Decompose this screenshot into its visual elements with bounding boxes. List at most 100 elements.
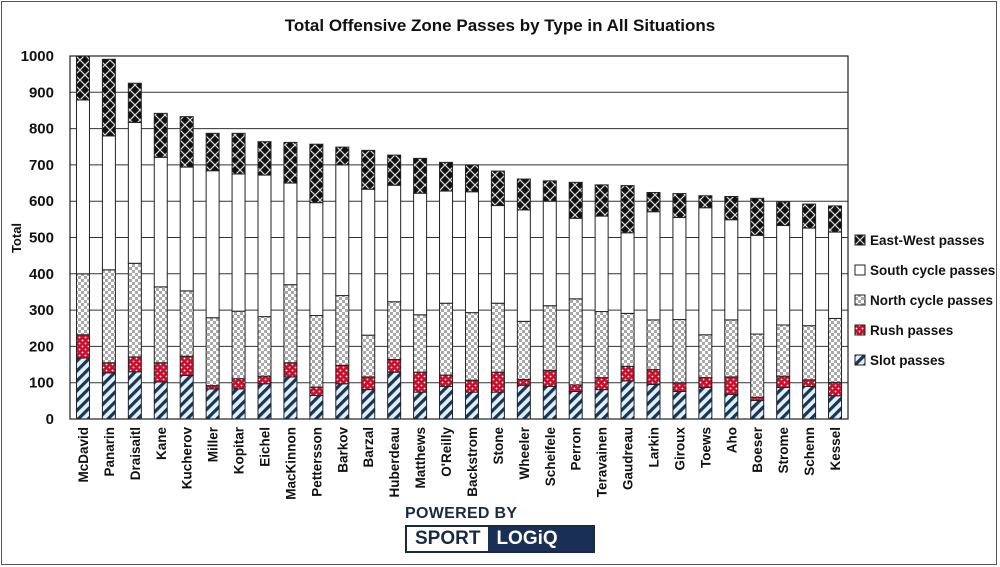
bar-segment-slot <box>75 357 90 420</box>
bar-segment-eastwest <box>490 170 505 207</box>
x-tick-label: Kessel <box>828 427 843 471</box>
x-tick-label: Panarin <box>102 427 117 477</box>
bar-segment-slot <box>516 384 531 420</box>
bar-segment-rush <box>439 374 454 387</box>
logo-sport: SPORT <box>407 527 489 551</box>
bar-stack <box>439 161 454 420</box>
bar-segment-eastwest <box>646 191 661 213</box>
x-tick-label: Barkov <box>335 427 350 473</box>
legend-label: North cycle passes <box>870 293 993 308</box>
bar-segment-rush <box>179 355 194 376</box>
bar-segment-eastwest <box>620 185 635 234</box>
x-tick-label: Strome <box>776 427 791 474</box>
bar-segment-rush <box>802 379 817 387</box>
bar-segment-south <box>335 164 350 297</box>
bar-stack <box>257 141 272 420</box>
bar-segment-north <box>594 311 609 379</box>
bar-segment-north <box>127 262 142 358</box>
x-axis-labels: McDavid Panarin Draisaitl Kane Kucherov Mille… <box>76 426 843 499</box>
x-tick-label: Stone <box>491 427 506 465</box>
bar-segment-slot <box>490 391 505 420</box>
bar-segment-slot <box>568 390 583 420</box>
bar-segment-south <box>698 207 713 336</box>
bar-segment-eastwest <box>361 149 376 190</box>
bar-segment-north <box>776 324 791 377</box>
bar-segment-slot <box>672 390 687 420</box>
bar-segment-eastwest <box>283 141 298 184</box>
bar-segment-south <box>127 121 142 264</box>
bar-stack <box>594 184 609 420</box>
bar-segment-south <box>516 209 531 322</box>
bar-segment-eastwest <box>153 112 168 158</box>
bar-segment-eastwest <box>231 132 246 175</box>
bar-segment-south <box>257 174 272 318</box>
bar-segment-north <box>802 325 817 381</box>
bar-segment-slot <box>750 399 765 420</box>
bar-segment-north <box>828 317 843 383</box>
bar-segment-slot <box>101 372 116 420</box>
legend-label: Slot passes <box>870 353 945 368</box>
y-axis-title: Total <box>9 223 24 253</box>
bar-segment-north <box>750 333 765 398</box>
bar-stack <box>127 82 142 420</box>
bar-segment-rush <box>594 377 609 391</box>
bar-segment-south <box>620 232 635 314</box>
bar-segment-slot <box>127 371 142 420</box>
bar-segment-slot <box>153 381 168 420</box>
x-tick-label: Draisaitl <box>128 427 143 480</box>
bar-segment-north <box>283 284 298 364</box>
bar-segment-slot <box>387 371 402 420</box>
x-tick-label: Boeser <box>750 426 765 473</box>
bar-segment-south <box>153 156 168 288</box>
bar-segment-eastwest <box>75 55 90 101</box>
bar-segment-rush <box>490 371 505 393</box>
bar-segment-rush <box>646 369 661 386</box>
bar-segment-south <box>490 205 505 304</box>
bar-segment-slot <box>283 376 298 420</box>
bar-segment-south <box>75 99 90 275</box>
bar-segment-south <box>231 173 246 312</box>
bar-stack <box>646 191 661 420</box>
bar-stack <box>335 146 350 420</box>
bar-segment-north <box>179 290 194 357</box>
bar-segment-north <box>335 295 350 366</box>
bar-segment-eastwest <box>724 195 739 221</box>
bar-stack <box>309 143 324 420</box>
bar-segment-rush <box>283 362 298 378</box>
bar-stack <box>828 205 843 420</box>
bar-segment-south <box>542 200 557 307</box>
bar-segment-slot <box>231 388 246 420</box>
x-tick-label: Barzal <box>361 427 376 468</box>
bar-segment-north <box>698 334 713 379</box>
bar-segment-rush <box>672 382 687 392</box>
x-tick-label: Eichel <box>258 427 273 467</box>
bar-stack <box>283 141 298 420</box>
bar-stack <box>101 58 116 420</box>
bar-segment-rush <box>257 375 272 385</box>
plot-frame <box>69 55 849 420</box>
bar-segment-north <box>231 310 246 380</box>
bar-stack <box>568 181 583 420</box>
bar-stack <box>75 55 90 420</box>
y-axis-ticks: 0 100 200 300 400 500 600 700 800 900 1000 <box>21 48 54 428</box>
bar-segment-slot <box>646 384 661 420</box>
bar-stack <box>205 132 220 420</box>
bar-stack <box>750 197 765 420</box>
legend: East-West passes South cycle passes North … <box>854 233 995 368</box>
sportlogiq-branding: POWERED BY SPORT LOGiQ <box>405 505 595 553</box>
legend-item: Rush passes <box>854 323 953 338</box>
x-tick-label: Backstrom <box>465 427 480 497</box>
bar-segment-south <box>283 182 298 286</box>
bar-segment-slot <box>594 389 609 420</box>
x-tick-label: Matthews <box>413 427 428 489</box>
bar-segment-eastwest <box>127 82 142 123</box>
legend-label: South cycle passes <box>870 263 995 278</box>
bar-segment-south <box>828 231 843 319</box>
bar-segment-rush <box>387 358 402 373</box>
bar-segment-rush <box>153 362 168 383</box>
bar-segment-north <box>101 269 116 364</box>
bar-segment-eastwest <box>335 146 350 166</box>
x-tick-label: Giroux <box>672 427 687 471</box>
bar-segment-north <box>568 298 583 386</box>
